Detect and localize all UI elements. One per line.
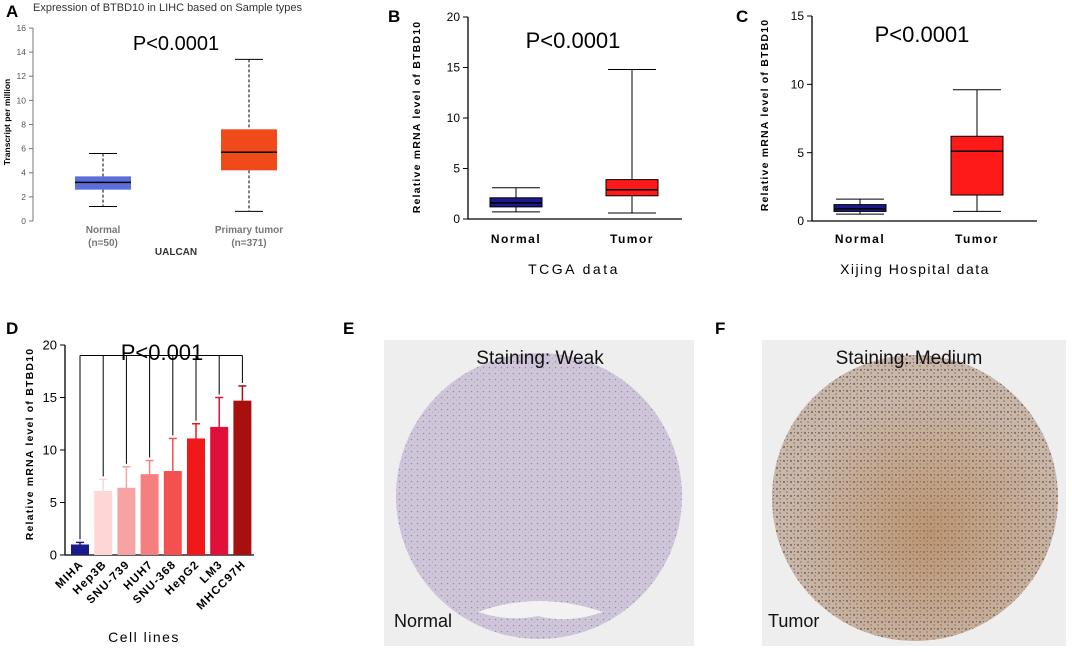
d-ytick-label: 10 — [43, 443, 57, 458]
d-bar-lm3 — [210, 426, 229, 555]
panel-b-group-normal: Normal — [491, 232, 541, 246]
d-bar-hepg2 — [187, 438, 205, 555]
panel-c-chart: C P<0.0001 Relative mRNA level of BTBD10… — [736, 7, 1037, 277]
panel-a-group-normal: Normal — [86, 225, 121, 236]
panel-f: F Staining: Medium Tumor — [712, 312, 1072, 647]
panel-c-axis — [811, 16, 1037, 222]
panel-d-bars — [71, 385, 252, 555]
panel-d-significance-bracket — [79, 355, 243, 540]
d-bar-snu-739 — [117, 487, 136, 555]
panel-c-xlabel: Xijing Hospital data — [840, 261, 990, 277]
panel-a-group-tumor: Primary tumor — [215, 225, 283, 236]
panel-a-boxes — [75, 58, 277, 212]
panel-e: E Staining: Weak Normal — [338, 312, 700, 647]
panel-d-ticks: 0 5 10 15 20 — [43, 338, 65, 563]
panel-d-xlabel: Cell lines — [108, 629, 180, 645]
panel-e-staining: Staining: Weak — [476, 348, 604, 369]
d-bar-hep3b — [94, 490, 113, 555]
panel-f-letter: F — [715, 319, 725, 338]
panel-f-image: F Staining: Medium Tumor — [715, 319, 1066, 646]
a-ytick-label: 2 — [21, 192, 26, 202]
a-ytick-label: 6 — [21, 144, 26, 154]
c-ytick-label: 5 — [797, 146, 804, 160]
d-bar-miha — [71, 544, 89, 555]
c-ytick-label: 0 — [797, 214, 804, 228]
c-ytick-label: 15 — [791, 9, 805, 23]
panel-a-letter: A — [6, 2, 18, 21]
panel-d-pvalue: P<0.001 — [121, 340, 204, 365]
a-ytick-label: 10 — [17, 95, 27, 105]
panel-e-tissue-tear — [478, 601, 603, 620]
panel-d-chart: D P<0.001 Relative mRNA level of BTBD10 … — [6, 319, 254, 645]
panel-c-ticks: 0 5 10 15 — [791, 9, 812, 228]
panel-e-image: E Staining: Weak Normal — [343, 319, 694, 646]
panel-b-group-tumor: Tumor — [610, 232, 654, 246]
panel-c-boxes — [833, 89, 1004, 215]
panel-c-letter: C — [736, 7, 748, 26]
panel-c-ylabel: Relative mRNA level of BTBD10 — [759, 19, 771, 212]
panel-a-ticks: 0 2 4 6 8 10 12 14 16 — [17, 23, 33, 226]
c-box-tumor-iqr — [950, 135, 1004, 196]
d-bar-snu-368 — [163, 471, 182, 555]
d-ytick-label: 5 — [50, 495, 57, 510]
panel-b-letter: B — [388, 7, 400, 26]
b-ytick-label: 15 — [447, 61, 461, 75]
panel-a: A Expression of BTBD10 in LIHC based on … — [0, 0, 320, 275]
panel-b-boxes — [489, 69, 659, 214]
panel-c-group-normal: Normal — [835, 232, 885, 246]
a-ytick-label: 12 — [17, 71, 27, 81]
panel-b-ylabel: Relative mRNA level of BTBD10 — [411, 21, 423, 214]
panel-a-source: UALCAN — [155, 247, 197, 258]
panel-a-pvalue: P<0.0001 — [133, 33, 219, 55]
panel-c: C P<0.0001 Relative mRNA level of BTBD10… — [730, 0, 1072, 285]
a-ytick-label: 8 — [21, 119, 26, 129]
panel-b-pvalue: P<0.0001 — [526, 28, 621, 53]
panel-b: B P<0.0001 Relative mRNA level of BTBD10… — [380, 0, 720, 285]
d-bar-huh7 — [140, 474, 159, 555]
panel-d: D P<0.001 Relative mRNA level of BTBD10 … — [0, 312, 300, 647]
a-box-primary-tumor-iqr — [221, 129, 277, 171]
panel-a-chart: A Expression of BTBD10 in LIHC based on … — [2, 2, 303, 258]
b-ytick-label: 5 — [453, 162, 460, 176]
b-ytick-label: 0 — [453, 212, 460, 226]
a-ytick-label: 14 — [17, 47, 27, 57]
panel-f-label: Tumor — [768, 611, 819, 631]
panel-d-ylabel: Relative mRNA level of BTBD10 — [24, 348, 36, 541]
panel-c-pvalue: P<0.0001 — [875, 22, 970, 47]
panel-d-category-labels: MIHAHep3BSNU-739HUH7SNU-368HepG2LM3MHCC9… — [53, 559, 248, 613]
b-box-tumor-iqr — [605, 179, 659, 197]
panel-b-ticks: 0 5 10 15 20 — [447, 10, 468, 226]
panel-a-title: Expression of BTBD10 in LIHC based on Sa… — [33, 2, 303, 14]
panel-f-staining: Staining: Medium — [836, 348, 983, 369]
d-ytick-label: 15 — [43, 390, 57, 405]
panel-e-tissue-core — [396, 353, 682, 639]
a-ytick-label: 0 — [21, 216, 26, 226]
a-ytick-label: 16 — [17, 23, 27, 33]
c-ytick-label: 10 — [791, 78, 805, 92]
a-ytick-label: 4 — [21, 168, 26, 178]
panel-a-n-tumor: (n=371) — [231, 238, 266, 249]
panel-b-chart: B P<0.0001 Relative mRNA level of BTBD10… — [388, 7, 682, 277]
panel-e-letter: E — [343, 319, 354, 338]
panel-c-group-tumor: Tumor — [955, 232, 999, 246]
b-ytick-label: 20 — [447, 10, 461, 24]
panel-b-xlabel: TCGA data — [528, 261, 620, 277]
d-ytick-label: 0 — [50, 548, 57, 563]
panel-f-staining-region — [772, 355, 1058, 641]
d-bar-mhcc97h — [233, 400, 252, 555]
panel-e-label: Normal — [394, 611, 452, 631]
panel-a-ylabel: Transcript per million — [2, 79, 12, 165]
panel-d-letter: D — [6, 319, 18, 338]
d-ytick-label: 20 — [43, 338, 57, 353]
b-ytick-label: 10 — [447, 111, 461, 125]
panel-a-n-normal: (n=50) — [88, 238, 118, 249]
